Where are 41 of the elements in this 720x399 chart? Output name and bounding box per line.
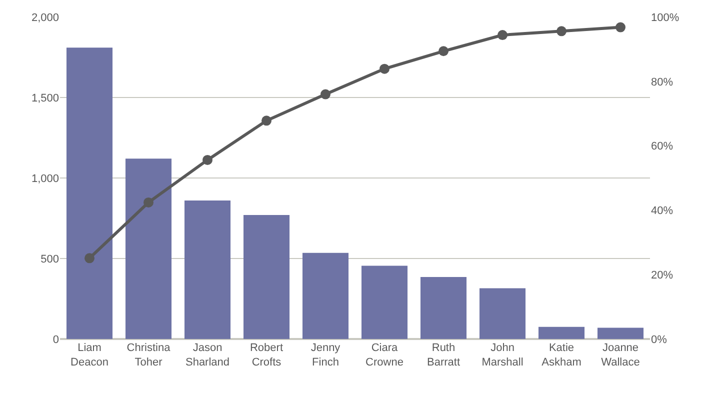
y2-tick-label: 60% xyxy=(651,140,674,153)
point xyxy=(320,89,330,100)
point xyxy=(616,22,626,32)
y2-tick-label: 0% xyxy=(651,334,668,346)
bar xyxy=(125,158,172,339)
x-tick-label: Ruth Barratt xyxy=(426,342,460,368)
bar xyxy=(538,326,585,339)
point xyxy=(84,253,94,264)
y-tick-label: 500 xyxy=(40,253,59,266)
y2-tick-label: 80% xyxy=(651,76,674,88)
bar xyxy=(243,215,290,339)
point xyxy=(438,46,448,56)
y-tick-label: 1,000 xyxy=(31,172,59,185)
bar xyxy=(597,328,644,339)
x-tick-label: Katie Askham xyxy=(542,342,582,368)
bar xyxy=(479,288,526,339)
point xyxy=(556,26,566,36)
y-tick-label: 2,000 xyxy=(31,12,59,24)
x-tick-label: Jenny Finch xyxy=(310,342,341,368)
y2-tick-label: 100% xyxy=(651,12,680,24)
bar xyxy=(184,200,231,339)
bar xyxy=(420,277,467,339)
point xyxy=(380,64,390,74)
bar xyxy=(361,266,408,339)
y-tick-label: 1,500 xyxy=(31,92,59,104)
x-tick-label: Liam Deacon xyxy=(70,342,108,368)
x-tick-label: Joanne Wallace xyxy=(601,342,640,368)
point xyxy=(202,154,212,165)
y2-tick-label: 20% xyxy=(651,269,674,282)
point xyxy=(144,197,154,208)
y-tick-label: 0 xyxy=(52,334,59,346)
x-tick-label: John Marshall xyxy=(482,342,524,368)
x-tick-label: Jason Sharland xyxy=(185,342,230,368)
point xyxy=(262,116,272,126)
y2-tick-label: 40% xyxy=(651,205,674,218)
x-tick-label: Christina Toher xyxy=(126,342,172,368)
bar xyxy=(66,48,113,339)
point xyxy=(498,30,508,40)
bar xyxy=(302,252,349,339)
x-tick-label: Robert Crofts xyxy=(250,342,284,368)
x-tick-label: Ciara Crowne xyxy=(366,342,404,368)
